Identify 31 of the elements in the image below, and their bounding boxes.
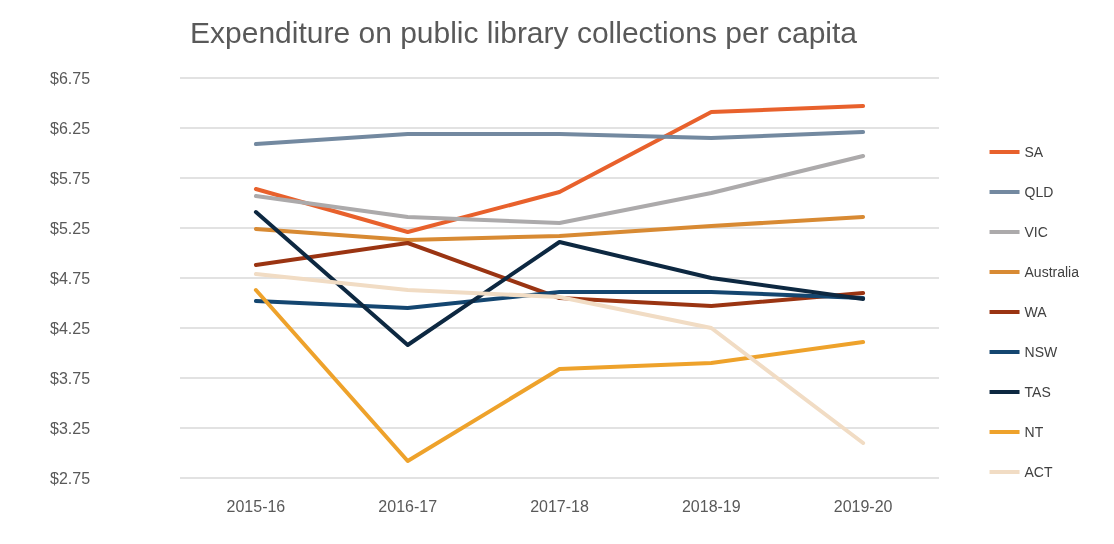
y-tick-label: $6.25 xyxy=(50,119,91,137)
x-tick-label: 2016-17 xyxy=(378,497,438,515)
line-series xyxy=(253,210,866,347)
legend-label: TAS xyxy=(1024,384,1051,400)
y-tick-label: $4.25 xyxy=(50,319,91,337)
legend-label: ACT xyxy=(1024,464,1053,480)
legend-label: Australia xyxy=(1024,264,1080,280)
y-tick-label: $3.75 xyxy=(50,369,91,387)
legend-label: SA xyxy=(1024,144,1044,160)
line-series xyxy=(253,154,866,225)
legend-label: NSW xyxy=(1024,344,1058,360)
x-tick-label: 2015-16 xyxy=(226,497,286,515)
legend-label: QLD xyxy=(1024,184,1054,200)
x-tick-label: 2019-20 xyxy=(833,497,893,515)
y-tick-label: $5.75 xyxy=(50,169,91,187)
legend-label: WA xyxy=(1024,304,1048,320)
y-tick-label: $4.75 xyxy=(50,269,91,287)
x-tick-label: 2017-18 xyxy=(530,497,589,515)
line-series xyxy=(253,288,866,463)
legend-label: NT xyxy=(1024,424,1044,440)
line-series xyxy=(253,104,866,234)
y-tick-label: $6.75 xyxy=(50,69,91,87)
line-series xyxy=(253,215,866,242)
y-tick-label: $5.25 xyxy=(50,219,91,237)
chart-title: Expenditure on public library collections per capita xyxy=(190,15,858,49)
y-tick-label: $3.25 xyxy=(50,419,91,437)
line-series xyxy=(253,130,866,146)
x-tick-label: 2018-19 xyxy=(681,497,741,515)
y-tick-label: $2.75 xyxy=(50,469,91,487)
line-series xyxy=(253,272,866,445)
legend-label: VIC xyxy=(1024,224,1048,240)
